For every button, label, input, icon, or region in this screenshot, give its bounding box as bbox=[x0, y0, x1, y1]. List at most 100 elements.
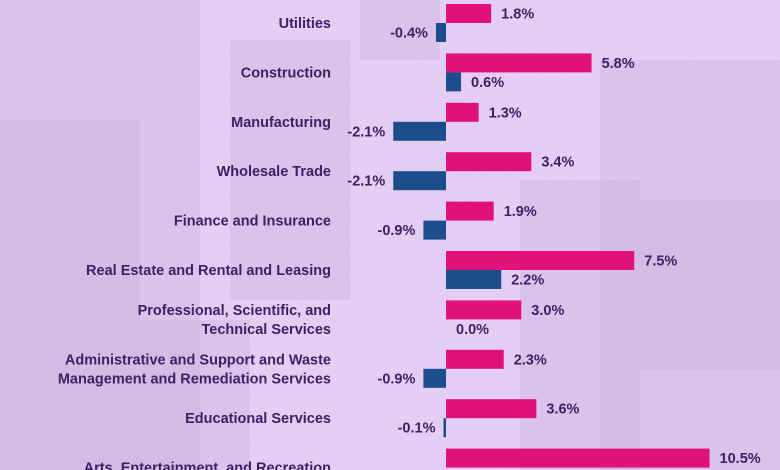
background-hatch-line bbox=[519, 0, 780, 261]
background-hatch-line bbox=[0, 0, 450, 470]
background-hatch-line bbox=[459, 0, 780, 321]
category-label: Construction bbox=[241, 65, 331, 81]
background-hatch-line bbox=[333, 0, 780, 447]
background-hatch-line bbox=[63, 0, 535, 470]
category-label: Administrative and Support and Waste bbox=[65, 352, 331, 368]
bar-series-a bbox=[446, 4, 492, 23]
data-label-series-b: -0.4% bbox=[390, 26, 428, 42]
bar-series-a bbox=[446, 349, 504, 369]
background-building-shape bbox=[0, 120, 140, 320]
background-hatch-line bbox=[0, 103, 367, 470]
background-hatch-line bbox=[591, 0, 780, 189]
background-hatch-line bbox=[21, 0, 493, 470]
bar-series-b bbox=[393, 171, 446, 191]
background-hatch-line bbox=[81, 0, 553, 470]
background-hatch-line bbox=[0, 139, 331, 470]
background-hatch-line bbox=[0, 349, 121, 470]
background-building-shape bbox=[520, 180, 640, 470]
background-hatch-line bbox=[129, 0, 601, 470]
background-hatch-line bbox=[0, 157, 313, 470]
background-hatch-line bbox=[651, 0, 780, 129]
background-hatch-line bbox=[339, 0, 780, 441]
background-hatch-line bbox=[93, 0, 565, 470]
background-hatch-line bbox=[495, 0, 780, 285]
background-hatch-line bbox=[33, 0, 505, 470]
background-hatch-line bbox=[0, 0, 396, 470]
background-hatch-line bbox=[0, 313, 157, 470]
bar-series-a bbox=[446, 102, 479, 122]
background-hatch-line bbox=[0, 361, 109, 470]
background-hatch-line bbox=[0, 385, 85, 470]
background-hatch-line bbox=[171, 0, 643, 470]
data-label-series-b: 2.2% bbox=[511, 273, 544, 289]
background-hatch-line bbox=[0, 355, 115, 470]
background-hatch-line bbox=[0, 175, 295, 470]
background-hatch-line bbox=[321, 0, 780, 459]
data-label-series-b: -0.9% bbox=[378, 371, 416, 387]
background-hatch-line bbox=[399, 0, 780, 381]
background-building-shape bbox=[360, 0, 440, 60]
background-hatch-line bbox=[0, 169, 301, 470]
background-hatch-line bbox=[441, 0, 780, 339]
background-hatch-line bbox=[429, 0, 780, 351]
background-hatch-line bbox=[123, 0, 595, 470]
background-hatch-line bbox=[69, 0, 541, 470]
bar-series-a bbox=[446, 448, 710, 468]
background-hatch-line bbox=[663, 0, 780, 117]
background-hatch-line bbox=[633, 0, 780, 147]
background-hatch-line bbox=[0, 0, 444, 470]
background-hatch-line bbox=[693, 0, 780, 87]
background-hatch-line bbox=[135, 0, 607, 470]
background-hatch-line bbox=[0, 0, 402, 470]
background-hatch-line bbox=[363, 0, 780, 417]
background-hatch-line bbox=[657, 0, 780, 123]
background-hatch-line bbox=[0, 193, 277, 470]
background-hatch-line bbox=[0, 0, 432, 470]
background-hatch-line bbox=[237, 0, 709, 470]
background-hatch-line bbox=[0, 217, 253, 470]
data-label-series-b: 0.0% bbox=[456, 322, 489, 338]
background-hatch-line bbox=[213, 0, 685, 470]
background-hatch-line bbox=[639, 0, 780, 141]
background-hatch-line bbox=[0, 253, 217, 470]
background-hatch-line bbox=[0, 205, 265, 470]
background-hatch-line bbox=[303, 0, 775, 470]
background-hatch-line bbox=[0, 91, 379, 470]
bar-series-b bbox=[423, 368, 446, 388]
background-hatch-line bbox=[0, 337, 133, 470]
bar-series-b bbox=[393, 121, 446, 141]
background-hatch-line bbox=[411, 0, 780, 369]
data-label-series-a: 3.6% bbox=[546, 402, 579, 418]
background-hatch-line bbox=[0, 0, 420, 470]
background-hatch-line bbox=[315, 0, 780, 465]
background-hatch-line bbox=[297, 0, 769, 470]
background-hatch-line bbox=[0, 109, 361, 470]
background-hatch-line bbox=[531, 0, 780, 249]
bar-series-a bbox=[446, 251, 635, 270]
bar-series-b bbox=[446, 72, 462, 92]
background-hatch-line bbox=[75, 0, 547, 470]
background-hatch-line bbox=[0, 0, 390, 470]
background-hatch-line bbox=[0, 265, 205, 470]
background-hatch-line bbox=[621, 0, 780, 159]
background-hatch-line bbox=[483, 0, 780, 297]
background-hatch-line bbox=[0, 307, 163, 470]
background-hatch-line bbox=[0, 259, 211, 470]
background-hatch-line bbox=[225, 0, 697, 470]
background-hatch-line bbox=[0, 247, 223, 470]
background-hatch-line bbox=[39, 0, 511, 470]
background-hatch-line bbox=[0, 187, 283, 470]
background-hatch-line bbox=[0, 379, 91, 470]
background-hatch-line bbox=[0, 0, 456, 470]
background-building-shape bbox=[0, 0, 200, 470]
background-hatch-line bbox=[309, 0, 780, 470]
data-label-series-b: -2.1% bbox=[347, 124, 385, 140]
background-hatch-line bbox=[87, 0, 559, 470]
background-hatch-line bbox=[0, 223, 247, 470]
bar-series-a bbox=[446, 399, 537, 419]
background-hatch-line bbox=[153, 0, 625, 470]
background-hatch-line bbox=[0, 181, 289, 470]
background-hatch-line bbox=[51, 0, 523, 470]
background-hatch-line bbox=[699, 0, 780, 81]
